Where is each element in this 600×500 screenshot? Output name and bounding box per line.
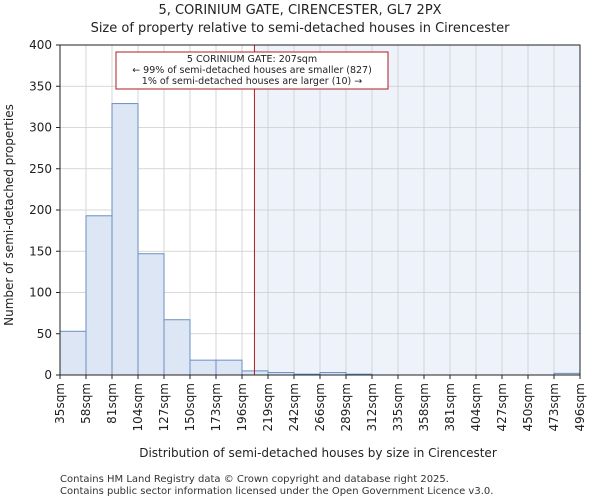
annotation-line-1: 5 CORINIUM GATE: 207sqm xyxy=(187,54,317,65)
y-tick-label-5: 250 xyxy=(29,162,52,176)
chart-subtitle: Size of property relative to semi-detach… xyxy=(91,21,511,36)
bar-7 xyxy=(241,370,269,376)
bar-3 xyxy=(137,253,165,376)
axes xyxy=(56,44,581,379)
bar-6 xyxy=(215,359,243,376)
x-tick-label-15: 381sqm xyxy=(443,383,457,431)
footer-line-2: Contains public sector information licen… xyxy=(60,486,493,497)
bar-4 xyxy=(163,319,191,376)
footer-line-1: Contains HM Land Registry data © Crown c… xyxy=(60,474,449,485)
annotation-line-2: ← 99% of semi-detached houses are smalle… xyxy=(132,65,372,76)
x-tick-label-5: 150sqm xyxy=(183,383,197,431)
x-tick-label-12: 312sqm xyxy=(365,383,379,431)
x-tick-label-3: 104sqm xyxy=(131,383,145,431)
x-axis-label: Distribution of semi-detached houses by … xyxy=(139,446,497,460)
y-tick-labels: 0 50 100 150 200 250 300 350 400 xyxy=(29,38,52,382)
y-tick-label-3: 150 xyxy=(29,244,52,258)
x-tick-label-7: 196sqm xyxy=(235,383,249,431)
bar-5 xyxy=(189,359,217,376)
x-tick-label-18: 450sqm xyxy=(521,383,535,431)
x-tick-labels: 35sqm 58sqm 81sqm 104sqm 127sqm 150sqm 173sqm 1… xyxy=(53,383,587,431)
y-tick-label-8: 400 xyxy=(29,38,52,52)
x-tick-label-16: 404sqm xyxy=(469,383,483,431)
bar-0 xyxy=(59,330,87,376)
y-tick-label-2: 100 xyxy=(29,286,52,300)
y-axis-label: Number of semi-detached properties xyxy=(2,104,16,326)
y-tick-label-7: 350 xyxy=(29,79,52,93)
histogram-bars xyxy=(59,103,581,376)
x-tick-label-10: 266sqm xyxy=(313,383,327,431)
annotation-line-3: 1% of semi-detached houses are larger (1… xyxy=(142,76,362,87)
x-tick-label-13: 335sqm xyxy=(391,383,405,431)
y-tick-label-0: 0 xyxy=(44,368,52,382)
x-tick-label-11: 289sqm xyxy=(339,383,353,431)
x-tick-label-6: 173sqm xyxy=(209,383,223,431)
bar-1 xyxy=(85,215,113,376)
x-tick-label-9: 242sqm xyxy=(287,383,301,431)
x-tick-label-19: 473sqm xyxy=(547,383,561,431)
x-tick-label-14: 358sqm xyxy=(417,383,431,431)
annotation-border xyxy=(115,51,389,90)
y-tick-label-6: 300 xyxy=(29,121,52,135)
x-tick-label-4: 127sqm xyxy=(157,383,171,431)
bar-2 xyxy=(111,103,139,376)
y-tick-label-1: 50 xyxy=(37,327,52,341)
x-tick-label-1: 58sqm xyxy=(79,383,93,424)
annotation-box: 5 CORINIUM GATE: 207sqm ← 99% of semi-de… xyxy=(115,51,389,90)
chart-title: 5, CORINIUM GATE, CIRENCESTER, GL7 2PX xyxy=(158,3,441,18)
x-tick-label-2: 81sqm xyxy=(105,383,119,424)
x-tick-label-17: 427sqm xyxy=(495,383,509,431)
x-tick-label-0: 35sqm xyxy=(53,383,67,424)
y-tick-label-4: 200 xyxy=(29,203,52,217)
x-tick-label-8: 219sqm xyxy=(261,383,275,431)
x-tick-label-20: 496sqm xyxy=(573,383,587,431)
